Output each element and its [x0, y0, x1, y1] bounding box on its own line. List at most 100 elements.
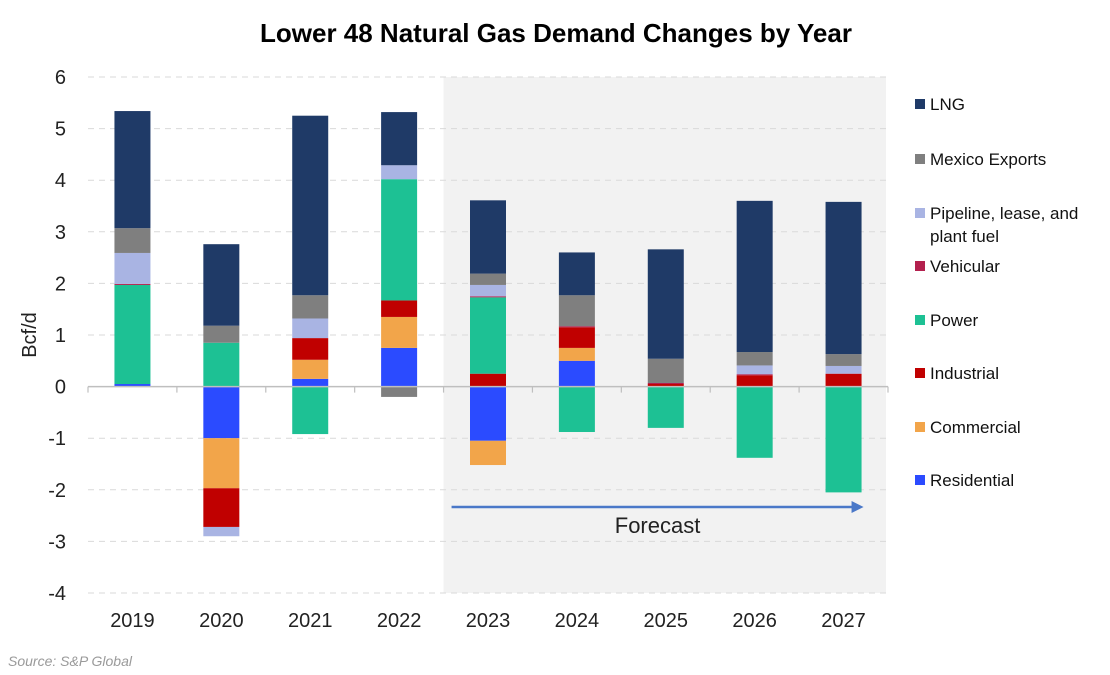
bar-segment	[381, 300, 418, 317]
bar-segment	[381, 347, 418, 387]
bar-segment	[470, 273, 506, 285]
bar-segment	[470, 200, 506, 274]
annotation-layer: Forecast	[451, 501, 864, 538]
y-tick-label: 3	[55, 222, 66, 244]
bar-segment	[114, 228, 151, 253]
bar-segment	[292, 115, 329, 296]
bar-segment	[647, 358, 684, 383]
bar-segment	[470, 440, 506, 466]
bar-segment	[114, 252, 151, 284]
chart-title: Lower 48 Natural Gas Demand Changes by Y…	[260, 18, 852, 48]
x-tick-label: 2022	[377, 610, 422, 632]
legend-swatch	[915, 99, 925, 109]
legend-label: Commercial	[930, 418, 1021, 437]
bar-segment	[558, 326, 595, 328]
y-tick-label: -1	[48, 428, 66, 450]
legend-label: Pipeline, lease, and plant fuel	[930, 204, 1078, 246]
x-tick-label: 2025	[644, 610, 689, 632]
legend-label: Industrial	[930, 364, 999, 383]
x-tick-label: 2027	[821, 610, 866, 632]
bar-segment	[203, 342, 240, 387]
bar-segment	[203, 386, 240, 439]
bar-segment	[292, 318, 329, 339]
x-tick-label: 2019	[110, 610, 155, 632]
y-tick-label: 2	[55, 273, 66, 295]
bar-segment	[292, 338, 329, 360]
x-tick-label: 2026	[732, 610, 777, 632]
bar-segment	[203, 526, 240, 537]
legend-label: Residential	[930, 471, 1014, 490]
bar-segment	[381, 165, 418, 180]
bar-segment	[203, 488, 240, 527]
y-tick-label: -4	[48, 583, 66, 605]
source-note: Source: S&P Global	[8, 653, 133, 669]
bar-segment	[825, 386, 862, 493]
bar-segment	[647, 386, 684, 428]
bar-segment	[381, 316, 418, 348]
bar-segment	[292, 359, 329, 379]
bar-segment	[114, 384, 151, 387]
legend-label: Power	[930, 311, 979, 330]
y-tick-label: 1	[55, 325, 66, 347]
bar-segment	[825, 365, 862, 374]
forecast-arrowhead	[851, 501, 864, 513]
bar-segment	[470, 386, 506, 441]
bar-segment	[558, 295, 595, 327]
bar-segment	[736, 200, 773, 353]
bar-segment	[825, 201, 862, 355]
bar-segment	[203, 438, 240, 489]
y-tick-label: 5	[55, 119, 66, 141]
bar-segment	[292, 386, 329, 435]
legend-swatch	[915, 154, 925, 164]
bar-segment	[558, 252, 595, 296]
axis-layer: 6 5 4 3 2 1 0 -1 -2 -3 -4 2019 2020 2021 2022 2023 2024 2…	[48, 67, 889, 632]
legend-swatch	[915, 315, 925, 325]
legend-label: Mexico Exports	[930, 150, 1046, 169]
bar-segment	[381, 386, 418, 397]
bar-segment	[558, 386, 595, 433]
bar-segment	[203, 325, 240, 343]
bar-segment	[647, 249, 684, 359]
y-tick-label: 6	[55, 67, 66, 89]
x-tick-label: 2021	[288, 610, 333, 632]
y-tick-label: 0	[55, 377, 66, 399]
legend-swatch	[915, 368, 925, 378]
bar-segment	[736, 386, 773, 458]
bar-segment	[736, 375, 773, 387]
bar-segment	[736, 374, 773, 376]
bar-segment	[114, 284, 151, 385]
bar-segment	[292, 378, 329, 387]
bar-segment	[470, 297, 506, 374]
legend-label: LNG	[930, 95, 965, 114]
bar-segment	[114, 111, 151, 229]
bar-segment	[292, 295, 329, 319]
bar-segment	[558, 360, 595, 387]
legend-swatch	[915, 261, 925, 271]
forecast-label: Forecast	[615, 513, 701, 538]
bar-segment	[825, 373, 862, 387]
bar-segment	[114, 283, 151, 285]
bar-segment	[470, 284, 506, 297]
bar-segment	[647, 384, 684, 387]
legend: LNG Mexico Exports Pipeline, lease, and pla…	[915, 95, 1078, 490]
legend-swatch	[915, 208, 925, 218]
bar-segment	[647, 382, 684, 385]
bar-segment	[736, 352, 773, 366]
y-axis-label: Bcf/d	[19, 312, 41, 358]
y-tick-label: -3	[48, 531, 66, 553]
bar-segment	[825, 354, 862, 366]
bar-segment	[470, 296, 506, 298]
y-tick-label: 4	[55, 170, 66, 192]
x-tick-label: 2024	[555, 610, 600, 632]
legend-swatch	[915, 475, 925, 485]
y-tick-label: -2	[48, 480, 66, 502]
x-tick-label: 2020	[199, 610, 244, 632]
legend-swatch	[915, 422, 925, 432]
legend-label: Vehicular	[930, 257, 1000, 276]
bar-segment	[203, 244, 240, 326]
x-tick-label: 2023	[466, 610, 511, 632]
bar-segment	[558, 347, 595, 361]
bar-segment	[381, 112, 418, 166]
bar-segment	[558, 327, 595, 348]
